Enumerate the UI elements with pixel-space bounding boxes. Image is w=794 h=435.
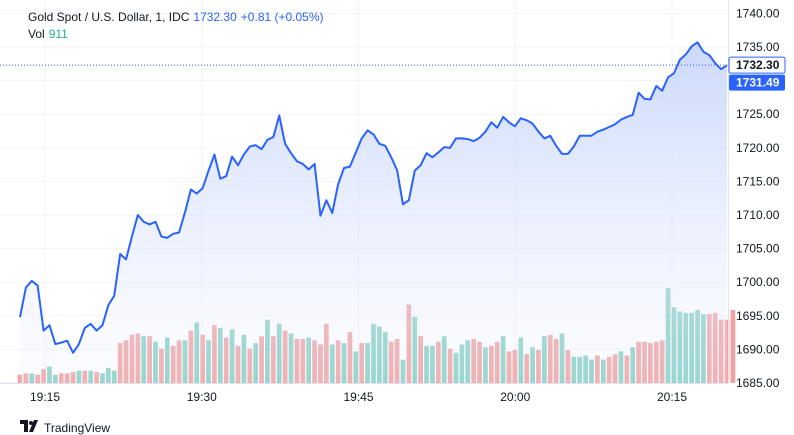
price-tag-label: 1731.49 xyxy=(736,76,780,90)
price-area-fill xyxy=(20,42,727,383)
x-tick-label: 20:00 xyxy=(500,390,530,404)
x-tick-label: 19:15 xyxy=(30,390,60,404)
price-tag: 1731.49 xyxy=(729,74,785,91)
y-tick-label: 1725.00 xyxy=(736,107,780,121)
tradingview-logo-icon xyxy=(20,420,40,435)
symbol-title[interactable]: Gold Spot / U.S. Dollar, 1, IDC xyxy=(28,10,190,24)
legend-volume-row: Vol 911 xyxy=(28,26,324,43)
price-tags: 1732.30 1731.49 xyxy=(728,56,786,91)
price-area xyxy=(20,42,727,383)
x-tick-label: 20:15 xyxy=(657,390,687,404)
y-tick-label: 1705.00 xyxy=(736,242,780,256)
y-tick-label: 1690.00 xyxy=(736,342,780,356)
price-tag-box xyxy=(728,56,786,74)
chart-legend: Gold Spot / U.S. Dollar, 1, IDC 1732.30 +0… xyxy=(28,9,324,43)
brand-name: TradingView xyxy=(44,420,111,435)
price-line xyxy=(19,41,728,354)
legend-symbol-row: Gold Spot / U.S. Dollar, 1, IDC 1732.30 +0… xyxy=(28,9,324,26)
x-tick-label: 19:45 xyxy=(343,390,373,404)
volume-value: 911 xyxy=(48,27,68,41)
y-tick-label: 1700.00 xyxy=(736,275,780,289)
last-price: 1732.30 xyxy=(193,10,237,24)
price-tag: 1732.30 xyxy=(728,56,786,74)
price-tag-box xyxy=(729,74,785,91)
price-change: +0.81 (+0.05%) xyxy=(240,10,324,24)
tradingview-brand[interactable]: TradingView xyxy=(20,420,110,435)
price-tag-label: 1732.30 xyxy=(736,58,780,72)
x-tick-label: 19:30 xyxy=(187,390,217,404)
y-tick-label: 1740.00 xyxy=(736,6,780,20)
y-tick-label: 1720.00 xyxy=(736,141,780,155)
y-tick-label: 1715.00 xyxy=(736,174,780,188)
y-tick-label: 1685.00 xyxy=(736,376,780,390)
price-line-layer xyxy=(0,41,728,354)
volume-label[interactable]: Vol xyxy=(28,27,45,41)
y-tick-label: 1695.00 xyxy=(736,309,780,323)
y-tick-label: 1735.00 xyxy=(736,40,780,54)
volume-bar xyxy=(730,310,736,383)
y-tick-label: 1710.00 xyxy=(736,208,780,222)
